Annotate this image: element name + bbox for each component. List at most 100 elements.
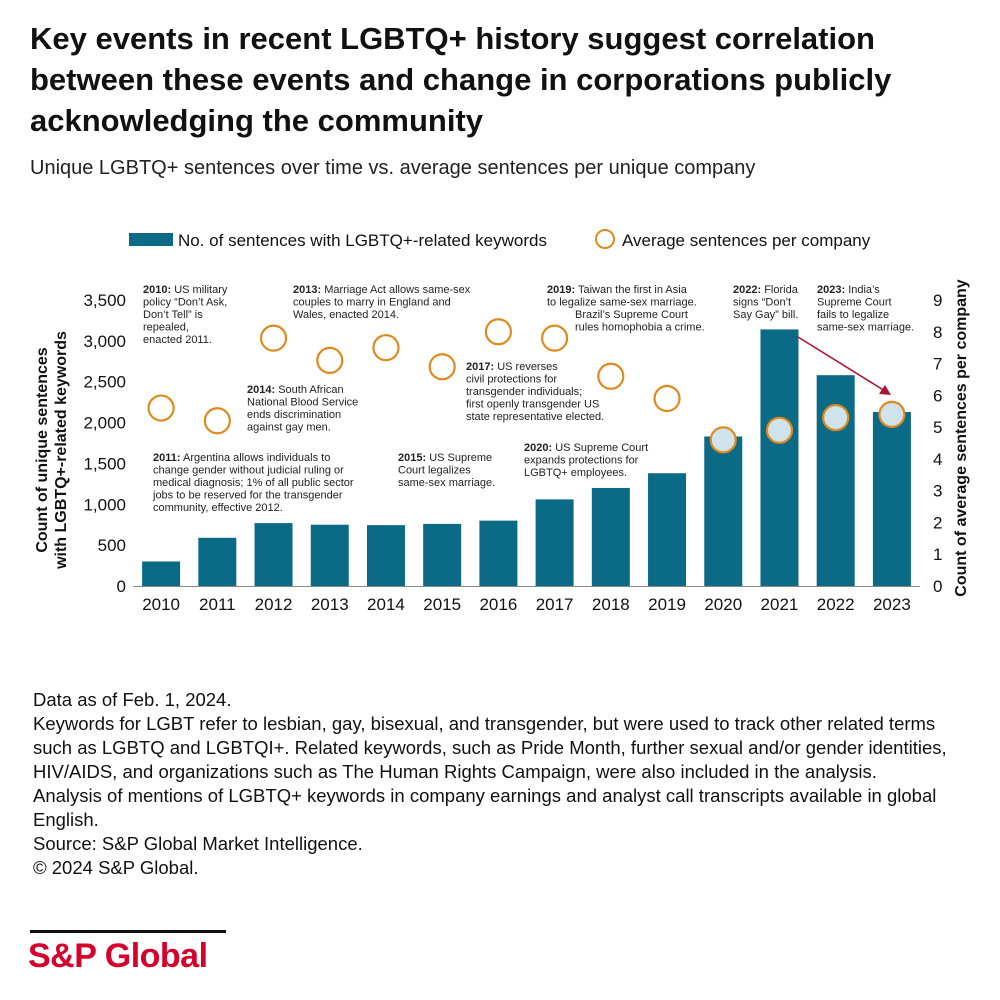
- x-tick-label: 2021: [761, 595, 799, 614]
- footnote-copyright: © 2024 S&P Global.: [33, 857, 199, 878]
- y-tick-label-right: 9: [933, 291, 942, 310]
- y-tick-label-left: 1,000: [83, 495, 126, 514]
- x-tick-label: 2014: [367, 595, 405, 614]
- x-tick-label: 2019: [648, 595, 686, 614]
- y-tick-label-right: 7: [933, 355, 942, 374]
- legend-circle-swatch: [595, 229, 615, 249]
- avg-point: [653, 384, 681, 413]
- avg-point: [709, 426, 737, 454]
- y-tick-label-left: 0: [117, 577, 126, 596]
- sp-global-logo: S&P Global: [28, 937, 208, 975]
- bar: [479, 520, 518, 586]
- annotation-line: repealed,: [143, 322, 189, 334]
- chart-subtitle: Unique LGBTQ+ sentences over time vs. av…: [30, 157, 756, 179]
- footnotes: Data as of Feb. 1, 2024. Keywords for LG…: [33, 688, 968, 880]
- footnote-source: Source: S&P Global Market Intelligence.: [33, 833, 363, 854]
- avg-point: [259, 324, 288, 352]
- annotation-line: Say Gay” bill.: [733, 309, 798, 321]
- chart-title: Key events in recent LGBTQ+ history sugg…: [30, 21, 892, 138]
- avg-point: [428, 353, 456, 381]
- annotation-line: change gender without judicial ruling or: [153, 465, 344, 477]
- annotation-line: expands protections for: [524, 455, 639, 467]
- annotation-line: against gay men.: [247, 422, 331, 434]
- legend-circle-label: Average sentences per company: [622, 231, 871, 250]
- annotation-line: Brazil’s Supreme Court: [575, 309, 688, 321]
- annotation-line: civil protections for: [466, 374, 557, 386]
- avg-point: [484, 318, 512, 346]
- x-tick-label: 2015: [423, 595, 461, 614]
- bar: [198, 537, 237, 586]
- avg-point: [878, 400, 906, 428]
- annotation-line: transgender individuals;: [466, 386, 582, 398]
- x-tick-label: 2017: [536, 595, 574, 614]
- legend-bar-label: No. of sentences with LGBTQ+-related key…: [178, 231, 547, 250]
- annotation-line: same-sex marriage.: [817, 322, 914, 334]
- avg-point: [541, 324, 569, 352]
- y-tick-label-right: 4: [933, 450, 942, 469]
- bar: [704, 436, 743, 586]
- bar: [254, 523, 293, 586]
- annotation-line: policy “Don’t Ask,: [143, 297, 227, 309]
- annotation-line: enacted 2011.: [143, 334, 212, 346]
- trend-arrow-head: [879, 385, 891, 395]
- logo-rule: [30, 930, 226, 933]
- footnote-keywords: Keywords for LGBT refer to lesbian, gay,…: [33, 713, 947, 782]
- annotation-line: signs “Don’t: [733, 297, 791, 309]
- y-axis-title-left: Count of unique sentences with LGBTQ+-rel…: [34, 331, 70, 570]
- annotation-line: rules homophobia a crime.: [575, 322, 705, 334]
- annotation-line: 2020: US Supreme Court: [524, 442, 648, 454]
- bar: [423, 523, 462, 586]
- annotation-line: same-sex marriage.: [398, 477, 495, 489]
- annotation-line: Wales, enacted 2014.: [293, 309, 399, 321]
- bar: [366, 525, 405, 586]
- y-axis-title-right: Count of average sentences per company: [953, 279, 970, 597]
- annotation-line: couples to marry in England and: [293, 297, 451, 309]
- annotation-line: 2015: US Supreme: [398, 452, 492, 464]
- y-tick-label-left: 500: [98, 536, 126, 555]
- y-tick-label-right: 0: [933, 577, 942, 596]
- y-tick-label-left: 2,000: [83, 414, 126, 433]
- annotation-line: to legalize same-sex marriage.: [547, 297, 697, 309]
- y-tick-label-right: 5: [933, 418, 942, 437]
- y-tick-label-left: 3,500: [83, 291, 126, 310]
- x-tick-label: 2011: [199, 595, 236, 614]
- annotation-line: medical diagnosis; 1% of all public sect…: [153, 477, 354, 489]
- annotation-line: Don’t Tell” is: [143, 309, 203, 321]
- bar: [535, 499, 574, 586]
- bar: [648, 473, 687, 586]
- annotation-line: LGBTQ+ employees.: [524, 467, 627, 479]
- annotation-line: 2019: Taiwan the first in Asia: [547, 284, 688, 296]
- annotation-line: 2014: South African: [247, 384, 344, 396]
- avg-point: [597, 362, 625, 390]
- y-tick-label-left: 1,500: [83, 454, 126, 473]
- annotation-line: ends discrimination: [247, 409, 341, 421]
- y-tick-label-right: 1: [933, 545, 942, 564]
- annotation-line: first openly transgender US: [466, 399, 599, 411]
- annotation-line: 2022: Florida: [733, 284, 799, 296]
- annotation-line: community, effective 2012.: [153, 502, 283, 514]
- annotation-line: 2013: Marriage Act allows same-sex: [293, 284, 471, 296]
- annotation-line: Supreme Court: [817, 297, 892, 309]
- x-tick-label: 2010: [142, 595, 180, 614]
- bar: [310, 524, 349, 586]
- x-tick-label: 2016: [479, 595, 517, 614]
- bar: [872, 411, 911, 586]
- avg-point: [203, 407, 231, 435]
- y-tick-label-left: 3,000: [83, 332, 126, 351]
- trend-arrow-line: [797, 336, 886, 392]
- annotation-line: 2010: US military: [143, 284, 228, 296]
- annotation-line: 2023: India’s: [817, 284, 880, 296]
- x-tick-label: 2018: [592, 595, 630, 614]
- avg-point: [765, 416, 794, 444]
- x-tick-label: 2012: [255, 595, 293, 614]
- annotation-line: National Blood Service: [247, 397, 358, 409]
- annotation-line: 2011: Argentina allows individuals to: [153, 452, 330, 464]
- annotation-line: Court legalizes: [398, 465, 471, 477]
- bar: [142, 561, 181, 586]
- annotation-line: fails to legalize: [817, 309, 889, 321]
- x-tick-label: 2013: [311, 595, 349, 614]
- y-tick-label-right: 8: [933, 323, 942, 342]
- avg-point: [372, 334, 400, 362]
- y-tick-label-right: 3: [933, 482, 942, 501]
